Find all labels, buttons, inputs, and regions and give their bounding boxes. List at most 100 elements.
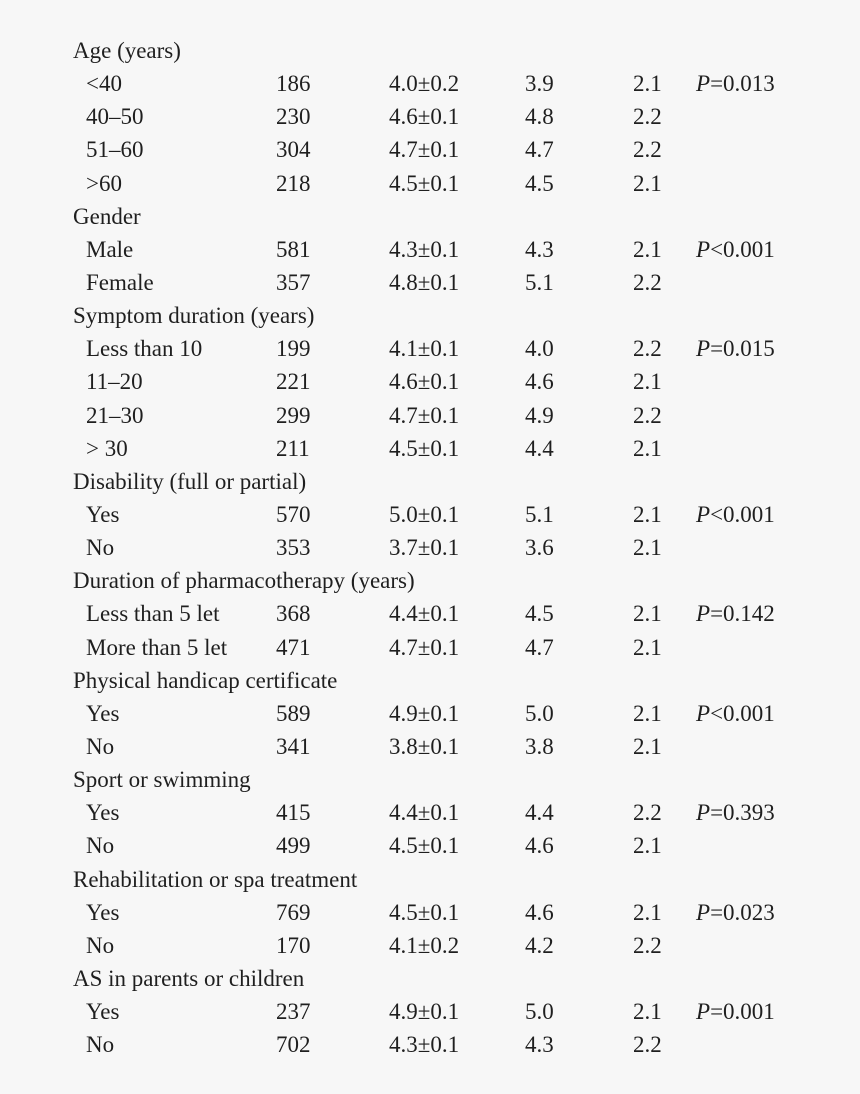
table-row: Less than 10 199 4.1±0.1 4.0 2.2 P=0.015 <box>0 332 860 365</box>
p-value-text: <0.001 <box>710 236 775 262</box>
group-header-row: Gender <box>0 200 860 233</box>
cell-median: 4.9 <box>525 402 554 428</box>
cell-median: 5.1 <box>525 501 554 527</box>
p-symbol: P <box>696 71 711 97</box>
row-label: > 30 <box>86 435 128 461</box>
row-label: Yes <box>86 899 120 925</box>
table-row: No 702 4.3±0.1 4.3 2.2 <box>0 1028 860 1061</box>
cell-n: 341 <box>276 733 311 759</box>
p-value-text: =0.393 <box>710 800 775 826</box>
cell-n: 415 <box>276 800 311 826</box>
row-label: Yes <box>86 999 120 1025</box>
table-row: Yes 589 4.9±0.1 5.0 2.1 P<0.001 <box>0 697 860 730</box>
cell-median: 4.2 <box>525 932 554 958</box>
table-row: 51–60 304 4.7±0.1 4.7 2.2 <box>0 133 860 166</box>
cell-p-value: P=0.001 <box>696 995 775 1028</box>
cell-n: 299 <box>276 402 311 428</box>
cell-sd: 2.1 <box>633 435 662 461</box>
cell-mean: 4.4±0.1 <box>389 601 460 627</box>
p-value-text: =0.015 <box>710 336 775 362</box>
cell-median: 5.1 <box>525 269 554 295</box>
cell-median: 4.6 <box>525 833 554 859</box>
cell-n: 581 <box>276 236 311 262</box>
group-header-row: Rehabilitation or spa treatment <box>0 863 860 896</box>
row-label: Yes <box>86 700 120 726</box>
cell-mean: 4.5±0.1 <box>389 435 460 461</box>
row-label: No <box>86 733 115 759</box>
group-label: Gender <box>73 203 141 229</box>
cell-n: 221 <box>276 369 311 395</box>
cell-median: 4.3 <box>525 236 554 262</box>
cell-mean: 5.0±0.1 <box>389 501 460 527</box>
group-label: Duration of pharmacotherapy (years) <box>73 568 415 594</box>
cell-p-value: P<0.001 <box>696 697 775 730</box>
table-row: Male 581 4.3±0.1 4.3 2.1 P<0.001 <box>0 233 860 266</box>
cell-mean: 4.3±0.1 <box>389 236 460 262</box>
cell-median: 5.0 <box>525 999 554 1025</box>
row-label: <40 <box>86 71 122 97</box>
p-value-text: =0.001 <box>710 999 775 1025</box>
cell-sd: 2.1 <box>633 369 662 395</box>
cell-median: 4.6 <box>525 899 554 925</box>
cell-p-value: P<0.001 <box>696 498 775 531</box>
cell-median: 4.6 <box>525 369 554 395</box>
cell-mean: 4.5±0.1 <box>389 170 460 196</box>
table-row: Less than 5 let 368 4.4±0.1 4.5 2.1 P=0.… <box>0 597 860 630</box>
table-row: No 499 4.5±0.1 4.6 2.1 <box>0 829 860 862</box>
cell-mean: 4.9±0.1 <box>389 999 460 1025</box>
table-row: Female 357 4.8±0.1 5.1 2.2 <box>0 266 860 299</box>
p-symbol: P <box>696 899 711 925</box>
p-value-text: <0.001 <box>710 501 775 527</box>
row-label: 11–20 <box>86 369 143 395</box>
cell-mean: 4.5±0.1 <box>389 899 460 925</box>
cell-median: 3.8 <box>525 733 554 759</box>
cell-sd: 2.1 <box>633 535 662 561</box>
table-row: Yes 415 4.4±0.1 4.4 2.2 P=0.393 <box>0 796 860 829</box>
group-label: AS in parents or children <box>73 965 305 991</box>
cell-p-value: P=0.393 <box>696 796 775 829</box>
group-label: Disability (full or partial) <box>73 468 307 494</box>
cell-n: 199 <box>276 336 311 362</box>
cell-sd: 2.1 <box>633 899 662 925</box>
cell-median: 4.4 <box>525 435 554 461</box>
cell-mean: 4.0±0.2 <box>389 71 460 97</box>
cell-n: 211 <box>276 435 310 461</box>
cell-mean: 4.8±0.1 <box>389 269 460 295</box>
cell-sd: 2.2 <box>633 104 662 130</box>
cell-mean: 3.7±0.1 <box>389 535 460 561</box>
row-label: 40–50 <box>86 104 144 130</box>
cell-n: 237 <box>276 999 311 1025</box>
cell-n: 368 <box>276 601 311 627</box>
cell-sd: 2.2 <box>633 137 662 163</box>
cell-n: 702 <box>276 1032 311 1058</box>
data-table: Age (years) <40 186 4.0±0.2 3.9 2.1 P=0.… <box>0 38 860 1061</box>
p-symbol: P <box>696 336 711 362</box>
cell-median: 3.6 <box>525 535 554 561</box>
cell-sd: 2.1 <box>633 833 662 859</box>
cell-sd: 2.1 <box>633 700 662 726</box>
table-row: Yes 570 5.0±0.1 5.1 2.1 P<0.001 <box>0 498 860 531</box>
row-label: Female <box>86 269 154 295</box>
table-row: >60 218 4.5±0.1 4.5 2.1 <box>0 167 860 200</box>
row-label: Less than 10 <box>86 336 203 362</box>
row-label: No <box>86 535 115 561</box>
cell-median: 4.0 <box>525 336 554 362</box>
p-symbol: P <box>696 800 711 826</box>
cell-mean: 4.7±0.1 <box>389 634 460 660</box>
p-value-text: =0.142 <box>710 601 775 627</box>
p-value-text: =0.023 <box>710 899 775 925</box>
cell-mean: 4.7±0.1 <box>389 402 460 428</box>
cell-n: 353 <box>276 535 311 561</box>
cell-n: 218 <box>276 170 311 196</box>
cell-sd: 2.1 <box>633 501 662 527</box>
cell-p-value: P=0.013 <box>696 67 775 100</box>
table-row: > 30 211 4.5±0.1 4.4 2.1 <box>0 432 860 465</box>
table-row: 40–50 230 4.6±0.1 4.8 2.2 <box>0 100 860 133</box>
table-row: Yes 769 4.5±0.1 4.6 2.1 P=0.023 <box>0 896 860 929</box>
group-header-row: AS in parents or children <box>0 962 860 995</box>
cell-sd: 2.1 <box>633 601 662 627</box>
cell-sd: 2.2 <box>633 269 662 295</box>
group-header-row: Disability (full or partial) <box>0 465 860 498</box>
cell-mean: 4.6±0.1 <box>389 369 460 395</box>
cell-n: 170 <box>276 932 311 958</box>
